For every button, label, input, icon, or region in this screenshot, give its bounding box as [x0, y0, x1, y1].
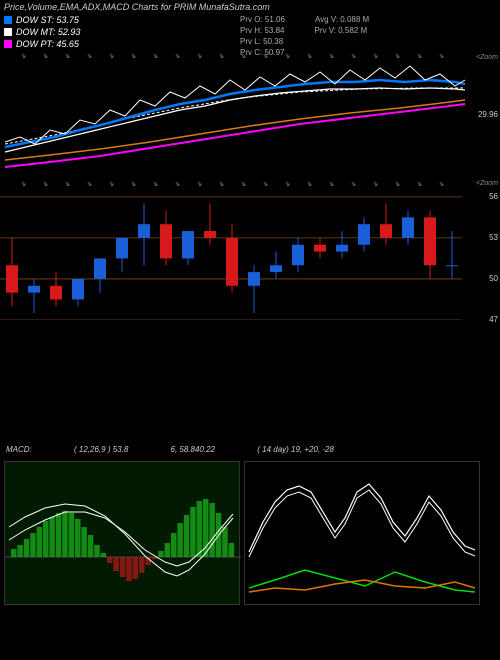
date-marker: ⇘ [218, 180, 224, 188]
date-marker: ⇘ [218, 52, 224, 60]
stat-avg-vol: Avg V: 0.088 M [315, 14, 369, 25]
ema-lines-svg [0, 52, 470, 172]
date-marker: ⇘ [372, 52, 378, 60]
page-title: Price,Volume,EMA,ADX,MACD Charts for PRI… [0, 0, 500, 14]
candle-ylabel: 50 [489, 274, 498, 283]
date-marker: ⇘ [416, 52, 422, 60]
date-marker: ⇘ [240, 52, 246, 60]
zoom-label-top: <Zoom [476, 54, 498, 61]
legend-label: DOW MT: 52.93 [16, 26, 80, 38]
macd-v2: 6, 58.840.22 [171, 445, 215, 454]
date-marker: ⇘ [108, 52, 114, 60]
candle-chart: ⇘ ⇘ ⇘ ⇘ ⇘ ⇘ ⇘ ⇘ ⇘ ⇘ ⇘ ⇘ ⇘ ⇘ ⇘ ⇘ ⇘ ⇘ ⇘ ⇘ [0, 180, 470, 320]
date-marker: ⇘ [86, 180, 92, 188]
macd-v3: ( 14 day) 19, +20, -28 [257, 445, 334, 454]
date-marker: ⇘ [174, 180, 180, 188]
date-marker: ⇘ [64, 52, 70, 60]
candle-ylabel: 47 [489, 315, 498, 324]
date-marker: ⇘ [20, 52, 26, 60]
date-marker: ⇘ [174, 52, 180, 60]
date-marker: ⇘ [416, 180, 422, 188]
date-marker: ⇘ [438, 52, 444, 60]
legend-swatch [4, 40, 12, 48]
legend-row: DOW MT: 52.93 [4, 26, 80, 38]
top-ylabel: 29.96 [478, 110, 498, 119]
date-marker: ⇘ [108, 180, 114, 188]
mid-date-markers: ⇘ ⇘ ⇘ ⇘ ⇘ ⇘ ⇘ ⇘ ⇘ ⇘ ⇘ ⇘ ⇘ ⇘ ⇘ ⇘ ⇘ ⇘ ⇘ ⇘ [10, 180, 470, 192]
adx-subchart [244, 461, 480, 605]
date-marker: ⇘ [262, 52, 268, 60]
stat-open: Prv O: 51.06 [240, 14, 285, 25]
date-marker: ⇘ [20, 180, 26, 188]
legend: DOW ST: 53.75DOW MT: 52.93DOW PT: 45.65 [4, 14, 80, 50]
date-marker: ⇘ [306, 52, 312, 60]
zoom-label-mid: <Zoom [476, 180, 498, 187]
candle-ylabel: 53 [489, 233, 498, 242]
macd-v1: ( 12,26,9 ) 53.8 [74, 445, 128, 454]
indicator-panels: MACD: ( 12,26,9 ) 53.8 6, 58.840.22 ( 14… [0, 445, 490, 655]
adx-svg [245, 462, 481, 606]
date-marker: ⇘ [438, 180, 444, 188]
ema-chart: ⇘ ⇘ ⇘ ⇘ ⇘ ⇘ ⇘ ⇘ ⇘ ⇘ ⇘ ⇘ ⇘ ⇘ ⇘ ⇘ ⇘ ⇘ ⇘ ⇘ [0, 52, 470, 172]
date-marker: ⇘ [152, 52, 158, 60]
date-marker: ⇘ [130, 52, 136, 60]
stat-low: Prv L: 50.38 [240, 36, 283, 47]
macd-svg [5, 462, 241, 606]
date-marker: ⇘ [328, 52, 334, 60]
date-marker: ⇘ [284, 52, 290, 60]
date-marker: ⇘ [152, 180, 158, 188]
legend-swatch [4, 16, 12, 24]
date-marker: ⇘ [284, 180, 290, 188]
date-marker: ⇘ [196, 52, 202, 60]
date-marker: ⇘ [262, 180, 268, 188]
date-marker: ⇘ [328, 180, 334, 188]
top-date-markers: ⇘ ⇘ ⇘ ⇘ ⇘ ⇘ ⇘ ⇘ ⇘ ⇘ ⇘ ⇘ ⇘ ⇘ ⇘ ⇘ ⇘ ⇘ ⇘ ⇘ [10, 52, 470, 64]
legend-swatch [4, 28, 12, 36]
date-marker: ⇘ [306, 180, 312, 188]
candle-ylabel: 56 [489, 192, 498, 201]
macd-header: MACD: ( 12,26,9 ) 53.8 6, 58.840.22 ( 14… [0, 445, 490, 459]
date-marker: ⇘ [42, 180, 48, 188]
date-marker: ⇘ [196, 180, 202, 188]
macd-subchart [4, 461, 240, 605]
legend-label: DOW ST: 53.75 [16, 14, 79, 26]
date-marker: ⇘ [394, 52, 400, 60]
date-marker: ⇘ [86, 52, 92, 60]
legend-row: DOW PT: 45.65 [4, 38, 80, 50]
date-marker: ⇘ [372, 180, 378, 188]
date-marker: ⇘ [394, 180, 400, 188]
date-marker: ⇘ [130, 180, 136, 188]
macd-label: MACD: [6, 445, 32, 454]
legend-label: DOW PT: 45.65 [16, 38, 79, 50]
candle-svg [0, 180, 470, 320]
stat-high: Prv H: 53.84 [240, 25, 285, 36]
date-marker: ⇘ [42, 52, 48, 60]
stat-prv-vol: Prv V: 0.582 M [315, 25, 368, 36]
date-marker: ⇘ [350, 180, 356, 188]
date-marker: ⇘ [350, 52, 356, 60]
legend-row: DOW ST: 53.75 [4, 14, 80, 26]
date-marker: ⇘ [64, 180, 70, 188]
date-marker: ⇘ [240, 180, 246, 188]
